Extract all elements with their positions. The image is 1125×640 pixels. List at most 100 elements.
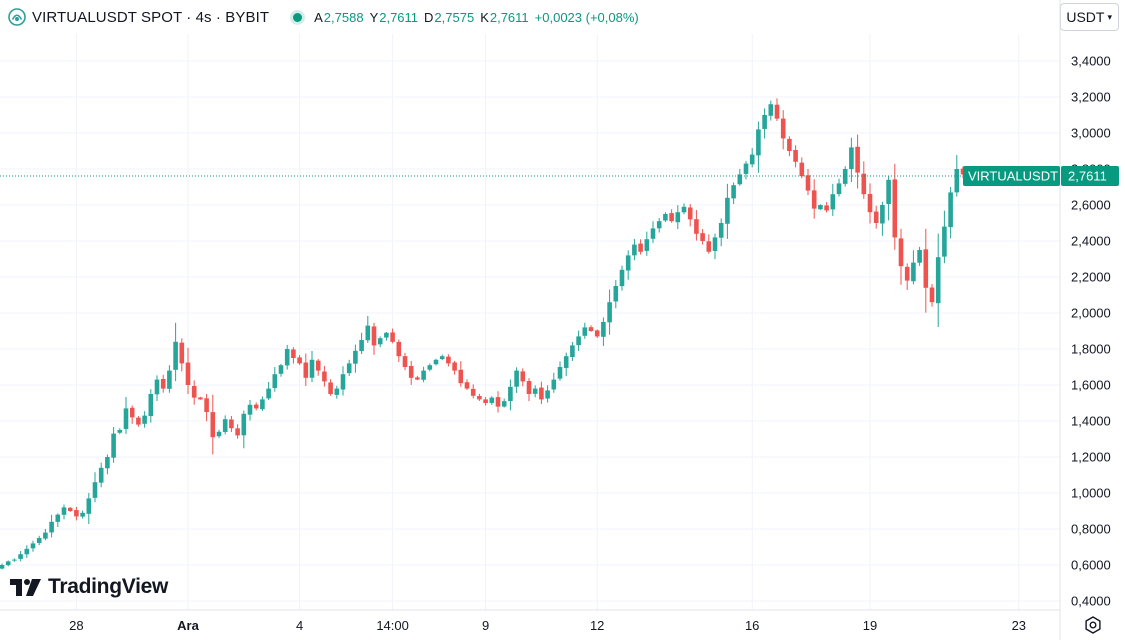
candle-body — [780, 118, 786, 139]
price-tick-label: 3,2000 — [1071, 90, 1111, 105]
candle-body — [377, 338, 383, 345]
market-status-dot — [293, 12, 303, 22]
candle-body — [539, 387, 544, 400]
price-axis[interactable]: 0,4000 0,6000 0,8000 1,0000 1,2000 1,4000 1,60… — [1059, 0, 1111, 640]
candle-body — [489, 397, 495, 403]
candle-body — [514, 370, 519, 387]
price-tick-label: 3,4000 — [1071, 54, 1111, 69]
candle-body — [873, 211, 879, 223]
settings-gear-icon — [1085, 616, 1101, 634]
last-price-marker: VIRTUALUSDT 2,7611 — [0, 166, 1119, 187]
candle-body — [706, 241, 712, 252]
candle-body — [464, 382, 470, 389]
ohlc-open: A2,7588 — [314, 9, 364, 25]
candle-body — [179, 342, 185, 364]
candle-body — [210, 412, 216, 438]
candle-body — [12, 559, 17, 561]
candle-body — [86, 498, 92, 514]
ohlc-high: Y2,7611 — [369, 9, 419, 25]
time-tick-label: 16 — [745, 618, 759, 633]
candle-body — [241, 413, 247, 436]
candle-body — [718, 223, 724, 238]
candle-body — [867, 193, 873, 213]
candle-body — [309, 359, 315, 378]
candle-body — [247, 404, 253, 415]
candle-body — [384, 332, 389, 338]
candle-body — [669, 213, 674, 222]
time-tick-label: 9 — [482, 618, 489, 633]
candle-body — [346, 363, 352, 374]
candle-body — [74, 510, 79, 517]
candles — [0, 98, 984, 570]
candle-body — [105, 457, 110, 469]
candle-body — [576, 336, 581, 346]
candle-body — [421, 370, 426, 380]
candle-body — [396, 341, 402, 357]
candle-body — [371, 326, 377, 346]
candle-body — [235, 428, 240, 436]
candle-body — [36, 538, 42, 543]
candle-body — [675, 212, 681, 223]
candle-body — [948, 192, 953, 228]
candle-body — [322, 371, 327, 382]
candle-body — [5, 561, 11, 566]
candle-body — [917, 250, 922, 263]
chart-settings-button[interactable] — [1082, 614, 1104, 636]
candle-body — [167, 370, 172, 389]
candle-body — [148, 394, 154, 417]
time-tick-label: 14:00 — [376, 618, 409, 633]
candle-body — [935, 257, 941, 304]
candle-body — [898, 238, 904, 267]
candle-body — [749, 154, 755, 165]
candle-body — [253, 404, 259, 409]
candle-body — [0, 565, 5, 569]
candle-body — [526, 381, 532, 394]
candle-body — [656, 221, 662, 229]
tradingview-brand[interactable]: TradingView — [10, 575, 168, 599]
time-axis[interactable]: 28 Ara 4 14:00 9 12 16 19 23 — [0, 609, 1060, 633]
candle-body — [30, 543, 36, 549]
currency-selector-button[interactable]: USDT ▾ — [1060, 3, 1119, 31]
candle-body — [278, 365, 284, 374]
time-tick-label: 23 — [1012, 618, 1026, 633]
price-tick-label: 2,4000 — [1071, 234, 1111, 249]
candle-body — [625, 255, 631, 271]
candle-body — [712, 237, 718, 251]
candle-body — [855, 146, 860, 173]
candle-body — [508, 386, 513, 402]
candle-body — [638, 243, 643, 252]
price-tick-label: 2,2000 — [1071, 270, 1111, 285]
candle-body — [954, 169, 960, 193]
candle-body — [483, 399, 488, 403]
candle-body — [433, 359, 439, 365]
candle-body — [67, 507, 73, 511]
candle-body — [681, 206, 687, 213]
price-tick-label: 0,6000 — [1071, 558, 1111, 573]
candle-body — [731, 185, 736, 199]
price-tick-label: 1,0000 — [1071, 486, 1111, 501]
candle-body — [501, 401, 507, 407]
last-price-value-bg — [1061, 166, 1119, 187]
candle-body — [861, 173, 867, 195]
candle-body — [619, 269, 625, 287]
candle-body — [204, 398, 209, 412]
tradingview-logo-icon — [10, 579, 41, 596]
grid-lines — [0, 34, 1060, 610]
candle-body — [43, 532, 48, 539]
symbol-logo-icon — [8, 8, 26, 26]
price-tick-label: 1,6000 — [1071, 378, 1111, 393]
symbol-title[interactable]: VIRTUALUSDT SPOT · 4s · BYBIT — [32, 8, 270, 26]
candle-body — [799, 162, 805, 177]
candle-body — [470, 388, 476, 396]
candle-body — [632, 244, 637, 256]
candle-body — [129, 407, 135, 418]
candle-body — [123, 408, 129, 429]
candle-body — [185, 362, 191, 385]
candle-body — [266, 388, 271, 399]
candle-body — [61, 507, 67, 515]
candle-body — [725, 197, 730, 224]
candle-body — [216, 431, 222, 437]
candle-body — [415, 377, 420, 380]
candle-body — [818, 205, 823, 210]
